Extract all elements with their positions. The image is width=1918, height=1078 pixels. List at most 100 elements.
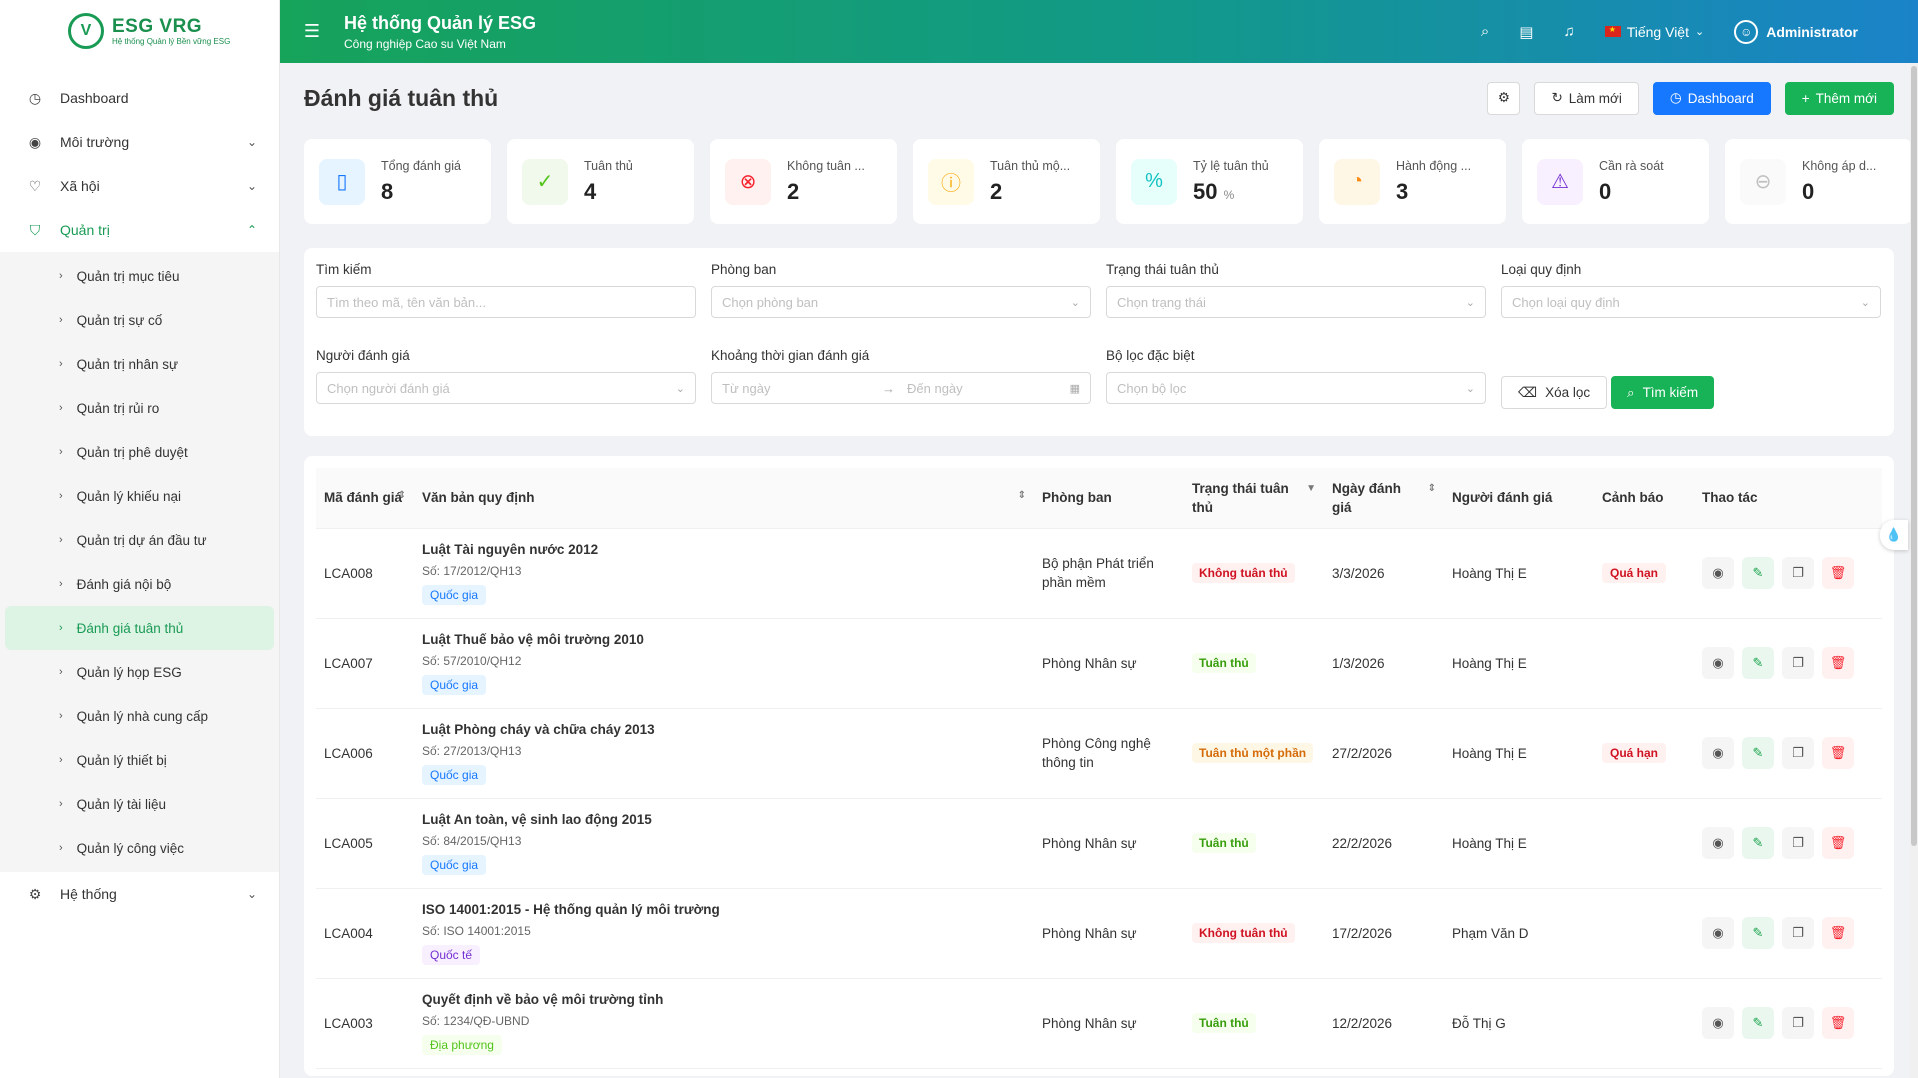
view-button[interactable]: ◉ xyxy=(1702,737,1734,769)
edit-button[interactable]: ✎ xyxy=(1742,917,1774,949)
sidebar-subitem[interactable]: › Quản lý nhà cung cấp xyxy=(5,694,274,738)
regulation-title[interactable]: Luật Thuế bảo vệ môi trường 2010 xyxy=(422,631,644,647)
delete-button[interactable]: 🗑 xyxy=(1822,917,1854,949)
copy-button[interactable]: ❐ xyxy=(1782,737,1814,769)
regulation-title[interactable]: ISO 14001:2015 - Hệ thống quản lý môi tr… xyxy=(422,901,720,917)
table-row[interactable]: LCA005 Luật An toàn, vệ sinh lao động 201… xyxy=(316,798,1882,889)
edit-button[interactable]: ✎ xyxy=(1742,737,1774,769)
edit-button[interactable]: ✎ xyxy=(1742,827,1774,859)
sidebar-subitem[interactable]: › Quản lý thiết bị xyxy=(5,738,274,782)
scrollbar-thumb[interactable] xyxy=(1911,66,1917,846)
date-range-picker[interactable]: Từ ngày → Đến ngày ▦ xyxy=(711,372,1091,404)
sidebar-item-environment[interactable]: ◉ Môi trường ⌄ xyxy=(0,120,279,164)
sidebar-subitem[interactable]: › Quản trị nhân sự xyxy=(5,342,274,386)
sidebar-subitem[interactable]: › Quản lý công việc xyxy=(5,826,274,870)
special-filter-select[interactable]: Chọn bộ lọc ⌄ xyxy=(1106,372,1486,404)
delete-button[interactable]: 🗑 xyxy=(1822,647,1854,679)
copy-button[interactable]: ❐ xyxy=(1782,917,1814,949)
brand-logo[interactable]: V ESG VRG Hệ thống Quản lý Bền vững ESG xyxy=(0,0,279,62)
clipboard-icon[interactable]: ▤ xyxy=(1519,23,1534,41)
copy-button[interactable]: ❐ xyxy=(1782,827,1814,859)
table-row[interactable]: LCA003 Quyết định về bảo vệ môi trường tỉ… xyxy=(316,978,1882,1069)
stat-card[interactable]: ⊗ Không tuân ... 2 xyxy=(710,139,897,224)
sidebar-item-social[interactable]: ♡ Xã hội ⌄ xyxy=(0,164,279,208)
menu-toggle-icon[interactable]: ☰ xyxy=(303,21,321,41)
stat-card[interactable]: ▯ Tổng đánh giá 8 xyxy=(304,139,491,224)
sidebar-subitem[interactable]: › Quản lý tài liệu xyxy=(5,782,274,826)
assessor-select[interactable]: Chọn người đánh giá ⌄ xyxy=(316,372,696,404)
sidebar-subitem[interactable]: › Quản lý khiếu nại xyxy=(5,474,274,518)
water-drop-icon[interactable]: 💧 xyxy=(1880,520,1908,550)
date-from[interactable]: Từ ngày xyxy=(722,380,771,396)
stat-card[interactable]: ⓘ Tuân thủ mộ... 2 xyxy=(913,139,1100,224)
chevron-right-icon: › xyxy=(59,446,63,458)
table-row[interactable]: LCA007 Luật Thuế bảo vệ môi trường 2010 Số… xyxy=(316,618,1882,709)
language-selector[interactable]: Tiếng Việt ⌄ xyxy=(1604,24,1704,40)
col-code[interactable]: Mã đánh giá ⇕ xyxy=(316,468,414,529)
view-button[interactable]: ◉ xyxy=(1702,647,1734,679)
sidebar-subitem[interactable]: › Quản trị dự án đầu tư xyxy=(5,518,274,562)
sidebar-subitem[interactable]: › Quản lý họp ESG xyxy=(5,650,274,694)
user-menu[interactable]: ☺ Administrator xyxy=(1734,19,1858,44)
dashboard-icon: ◷ xyxy=(1669,90,1682,105)
status-select[interactable]: Chọn trạng thái ⌄ xyxy=(1106,286,1486,318)
sort-icon[interactable]: ⇕ xyxy=(1427,482,1436,494)
delete-button[interactable]: 🗑 xyxy=(1822,557,1854,589)
stat-label: Tổng đánh giá xyxy=(381,158,461,173)
department-select[interactable]: Chọn phòng ban ⌄ xyxy=(711,286,1091,318)
search-button[interactable]: ⌕ Tìm kiếm xyxy=(1611,376,1715,409)
view-button[interactable]: ◉ xyxy=(1702,557,1734,589)
refresh-button[interactable]: ↻ Làm mới xyxy=(1534,81,1639,115)
delete-button[interactable]: 🗑 xyxy=(1822,737,1854,769)
stat-card[interactable]: ◔ Hành động ... 3 xyxy=(1319,139,1506,224)
delete-button[interactable]: 🗑 xyxy=(1822,1007,1854,1039)
search-input[interactable]: Tìm theo mã, tên văn bản... xyxy=(316,286,696,318)
view-button[interactable]: ◉ xyxy=(1702,917,1734,949)
sidebar-item-dashboard[interactable]: ◷ Dashboard xyxy=(0,76,279,120)
regulation-title[interactable]: Luật An toàn, vệ sinh lao động 2015 xyxy=(422,811,652,827)
sidebar-item-system[interactable]: ⚙ Hệ thống ⌄ xyxy=(0,872,279,916)
sidebar-subitem[interactable]: › Quản trị sự cố xyxy=(5,298,274,342)
copy-button[interactable]: ❐ xyxy=(1782,647,1814,679)
table-row[interactable]: LCA006 Luật Phòng cháy và chữa cháy 2013 S… xyxy=(316,708,1882,799)
col-date[interactable]: Ngày đánh giá ⇕ xyxy=(1324,468,1444,529)
view-button[interactable]: ◉ xyxy=(1702,827,1734,859)
regulation-type-select[interactable]: Chọn loại quy định ⌄ xyxy=(1501,286,1881,318)
clear-filter-button[interactable]: ⌫ Xóa lọc xyxy=(1501,376,1608,409)
edit-button[interactable]: ✎ xyxy=(1742,647,1774,679)
table-row[interactable]: LCA008 Luật Tài nguyên nước 2012 Số: 17/20… xyxy=(316,528,1882,619)
search-icon[interactable]: ⌕ xyxy=(1480,23,1490,40)
stat-card[interactable]: ✓ Tuân thủ 4 xyxy=(507,139,694,224)
delete-button[interactable]: 🗑 xyxy=(1822,827,1854,859)
col-status[interactable]: Trạng thái tuân thủ ▼ xyxy=(1184,468,1324,529)
copy-button[interactable]: ❐ xyxy=(1782,1007,1814,1039)
regulation-title[interactable]: Luật Phòng cháy và chữa cháy 2013 xyxy=(422,721,655,737)
bell-icon[interactable]: ♫ xyxy=(1563,23,1575,40)
table-row[interactable]: LCA004 ISO 14001:2015 - Hệ thống quản lý … xyxy=(316,888,1882,979)
regulation-title[interactable]: Quyết định về bảo vệ môi trường tỉnh xyxy=(422,991,664,1007)
edit-button[interactable]: ✎ xyxy=(1742,1007,1774,1039)
sidebar-subitem[interactable]: › Đánh giá nội bộ xyxy=(5,562,274,606)
sort-icon[interactable]: ⇕ xyxy=(1017,490,1026,502)
sidebar-subitem[interactable]: › Quản trị mục tiêu xyxy=(5,254,274,298)
stat-card[interactable]: % Tỷ lệ tuân thủ 50 % xyxy=(1116,139,1303,224)
regulation-title[interactable]: Luật Tài nguyên nước 2012 xyxy=(422,541,599,557)
gear-icon: ⚙ xyxy=(1497,90,1511,105)
dashboard-button[interactable]: ◷ Dashboard xyxy=(1652,81,1771,115)
edit-button[interactable]: ✎ xyxy=(1742,557,1774,589)
settings-button[interactable]: ⚙ xyxy=(1487,81,1521,115)
stat-card[interactable]: ⚠ Cần rà soát 0 xyxy=(1522,139,1709,224)
view-button[interactable]: ◉ xyxy=(1702,1007,1734,1039)
sidebar-subitem[interactable]: › Quản trị rủi ro xyxy=(5,386,274,430)
sort-icon[interactable]: ⇕ xyxy=(397,490,406,502)
sidebar-item-governance[interactable]: ⛉ Quản trị ⌃ xyxy=(0,208,279,252)
sidebar-subitem-active[interactable]: › Đánh giá tuân thủ xyxy=(5,606,274,650)
copy-button[interactable]: ❐ xyxy=(1782,557,1814,589)
filter-icon[interactable]: ▼ xyxy=(1306,482,1316,494)
date-to[interactable]: Đến ngày xyxy=(907,380,963,396)
cell-status: Tuân thủ một phần xyxy=(1184,708,1324,799)
sidebar-subitem[interactable]: › Quản trị phê duyệt xyxy=(5,430,274,474)
col-regulation[interactable]: Văn bản quy định ⇕ xyxy=(414,468,1034,529)
add-new-button[interactable]: + Thêm mới xyxy=(1784,81,1894,115)
stat-card[interactable]: ⊖ Không áp d... 0 xyxy=(1725,139,1912,224)
